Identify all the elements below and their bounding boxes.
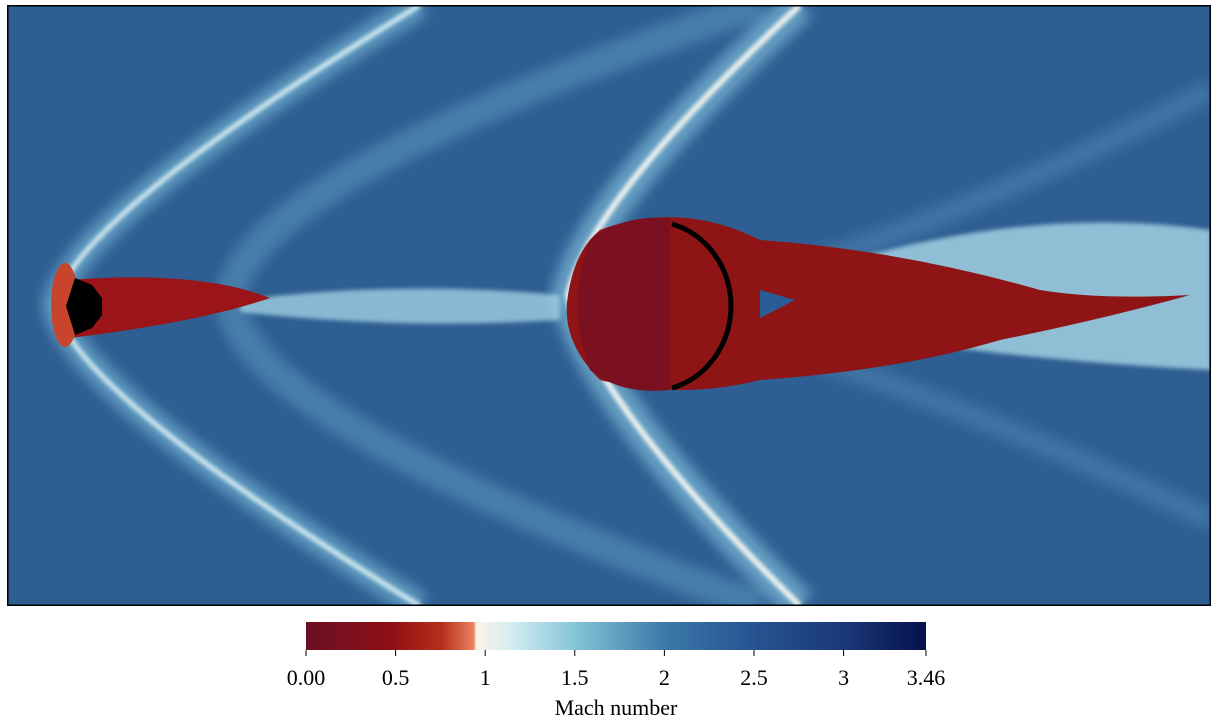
tick-label: 2.5 — [740, 665, 768, 690]
tick-label: 3.46 — [907, 665, 946, 690]
colorbar-label: Mach number — [555, 695, 678, 720]
tick-label: 0.00 — [287, 665, 326, 690]
tick-label: 1.5 — [561, 665, 589, 690]
flow-field — [7, 5, 1211, 606]
colorbar — [306, 622, 926, 650]
tick-label: 1 — [480, 665, 491, 690]
tick-label: 3 — [838, 665, 849, 690]
tick-label: 0.5 — [382, 665, 410, 690]
tick-label: 2 — [659, 665, 670, 690]
